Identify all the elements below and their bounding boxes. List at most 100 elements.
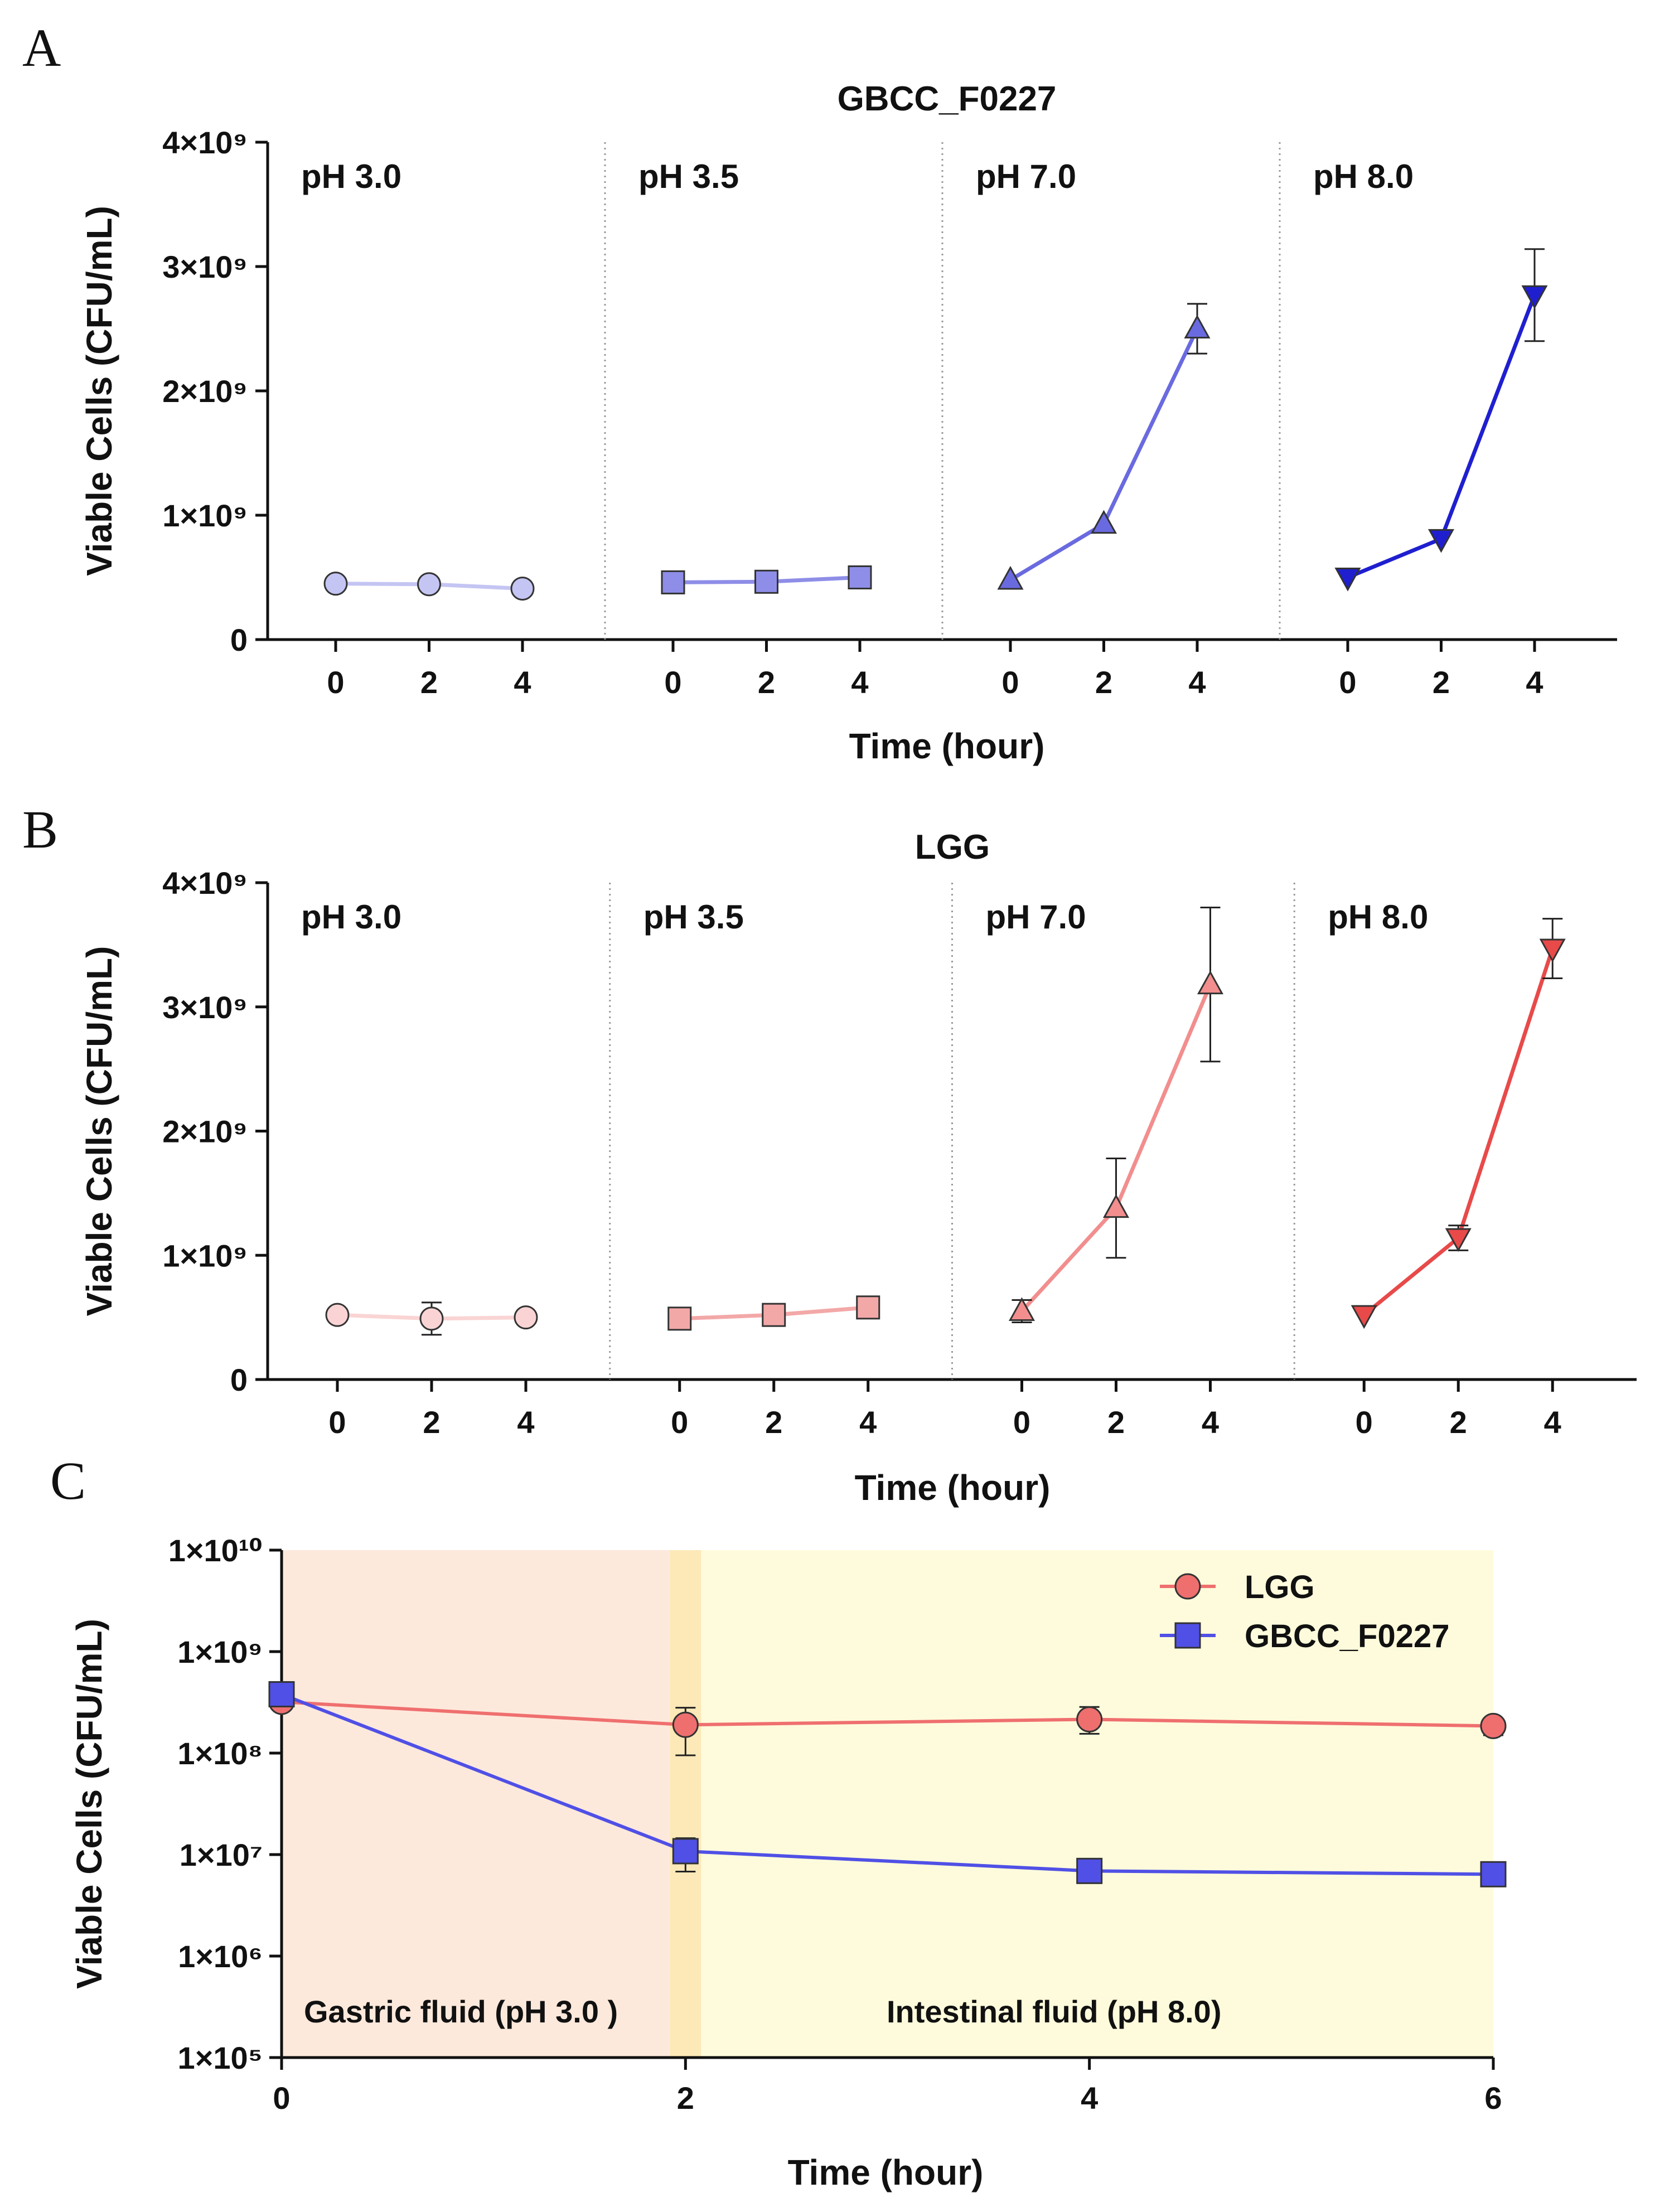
legend-item: LGG (1160, 1569, 1315, 1605)
x-tick-label: 0 (273, 2080, 290, 2116)
data-point (1334, 568, 1361, 592)
data-point (754, 569, 778, 594)
x-tick-label: 2 (420, 665, 438, 700)
y-tick-label: 0 (230, 622, 248, 657)
panel-letter: B (22, 800, 58, 859)
panel-a: A GBCC_F0227 0 1×10⁹ 2×10⁹ 3×10⁹ 4×10⁹ Viable C… (22, 18, 1617, 766)
region-transition (670, 1550, 701, 2058)
x-tick-label: 4 (1081, 2080, 1098, 2116)
facet-label: pH 3.5 (643, 898, 744, 936)
x-tick-label: 4 (1202, 1405, 1219, 1440)
x-tick-label: 2 (1450, 1405, 1467, 1440)
x-axis-title: Time (hour) (788, 2152, 984, 2192)
data-point (672, 1838, 699, 1865)
data-point (1076, 1857, 1103, 1884)
facet-pH-8-0: pH 8.0 0 2 4 (1293, 883, 1566, 1440)
series-line (1020, 984, 1212, 1313)
legend-marker (1174, 1622, 1201, 1649)
legend-label: GBCC_F0227 (1245, 1618, 1449, 1654)
facet-label: pH 8.0 (1328, 898, 1428, 936)
x-tick-label: 4 (517, 1405, 534, 1440)
facet-pH-8-0: pH 8.0 0 2 4 (1279, 142, 1548, 700)
x-tick-label: 0 (1001, 665, 1019, 700)
y-tick-label: 4×10⁹ (162, 125, 248, 160)
panel-letter: C (50, 1451, 86, 1511)
x-tick-label: 2 (758, 665, 775, 700)
x-tick-label: 0 (1339, 665, 1356, 700)
y-tick-label: 1×10⁸ (177, 1736, 263, 1771)
y-axis-title: Viable Cells (CFU/mL) (79, 206, 119, 576)
x-tick-label: 0 (1013, 1405, 1030, 1440)
x-tick-label: 2 (1433, 665, 1450, 700)
data-point (661, 570, 685, 594)
series-GBCC-F0227 (268, 1681, 1507, 1887)
data-point (667, 1306, 692, 1331)
data-point (1102, 1194, 1130, 1218)
data-point (1427, 529, 1455, 553)
x-tick-label: 0 (664, 665, 681, 700)
x-tick-label: 4 (1188, 665, 1206, 700)
x-tick-label: 4 (859, 1405, 877, 1440)
data-point (510, 577, 535, 601)
x-tick-label: 0 (1356, 1405, 1373, 1440)
x-tick-label: 2 (1095, 665, 1112, 700)
data-point (1076, 1706, 1103, 1732)
facet-pH-3-0: pH 3.0 0 2 4 (301, 898, 538, 1440)
data-point (1008, 1297, 1035, 1321)
data-point (1197, 970, 1224, 995)
data-point (848, 565, 872, 589)
facet-label: pH 3.0 (301, 898, 401, 936)
data-point (1351, 1305, 1377, 1329)
facet-pH-3-0: pH 3.0 0 2 4 (301, 158, 535, 700)
y-tick-label: 1×10⁹ (162, 1238, 248, 1273)
region-background (685, 1550, 1493, 2058)
series-LGG (268, 1688, 1507, 1756)
facet-pH-3-5: pH 3.5 0 2 4 (604, 142, 872, 700)
data-point (856, 1295, 880, 1320)
x-axis-title: Time (hour) (849, 726, 1045, 766)
facet-pH-7-0: pH 7.0 0 2 4 (941, 142, 1211, 700)
data-point (1480, 1712, 1507, 1739)
y-tick-label: 1×10⁹ (162, 498, 248, 533)
region-background (282, 1550, 686, 2058)
y-tick-label: 1×10⁷ (180, 1837, 263, 1872)
x-tick-label: 0 (328, 1405, 346, 1440)
x-tick-label: 4 (851, 665, 868, 700)
x-tick-label: 4 (1526, 665, 1543, 700)
y-tick-label: 1×10⁵ (178, 2040, 263, 2075)
x-tick-label: 0 (327, 665, 344, 700)
data-point (268, 1681, 295, 1707)
series-line (1009, 327, 1199, 582)
y-axis-title: Viable Cells (CFU/mL) (79, 946, 119, 1316)
y-tick-label: 2×10⁹ (162, 374, 248, 409)
x-tick-label: 2 (423, 1405, 440, 1440)
panel-b: B LGG 0 1×10⁹ 2×10⁹ 3×10⁹ 4×10⁹ Viable Cells (C… (22, 800, 1637, 1508)
data-point (1184, 314, 1211, 338)
series-line (1363, 947, 1555, 1316)
data-point (1445, 1228, 1472, 1252)
data-point (323, 572, 348, 596)
y-tick-label: 1×10⁹ (177, 1634, 263, 1669)
series-line (281, 1700, 1494, 1728)
panel-c: C Gastric fluid (pH 3.0 ) Intestinal fluid… (50, 1451, 1507, 2192)
data-point (417, 572, 441, 597)
data-point (672, 1711, 699, 1738)
x-tick-label: 0 (671, 1405, 688, 1440)
region-label-intestinal: Intestinal fluid (pH 8.0) (887, 1994, 1221, 2029)
facet-label: pH 8.0 (1313, 158, 1414, 195)
facet-pH-3-5: pH 3.5 0 2 4 (609, 883, 880, 1440)
panel-letter: A (22, 18, 61, 78)
legend-label: LGG (1245, 1569, 1315, 1605)
data-point (514, 1305, 538, 1330)
data-point (325, 1303, 350, 1327)
chart-title: LGG (915, 828, 990, 867)
facet-label: pH 3.5 (638, 158, 739, 195)
data-point (1090, 510, 1117, 534)
chart-title: GBCC_F0227 (838, 80, 1057, 118)
y-tick-label: 1×10⁶ (178, 1939, 263, 1974)
data-point (1539, 938, 1566, 963)
x-tick-label: 2 (765, 1405, 782, 1440)
y-tick-label: 3×10⁹ (162, 990, 248, 1025)
legend-marker (1174, 1573, 1201, 1600)
